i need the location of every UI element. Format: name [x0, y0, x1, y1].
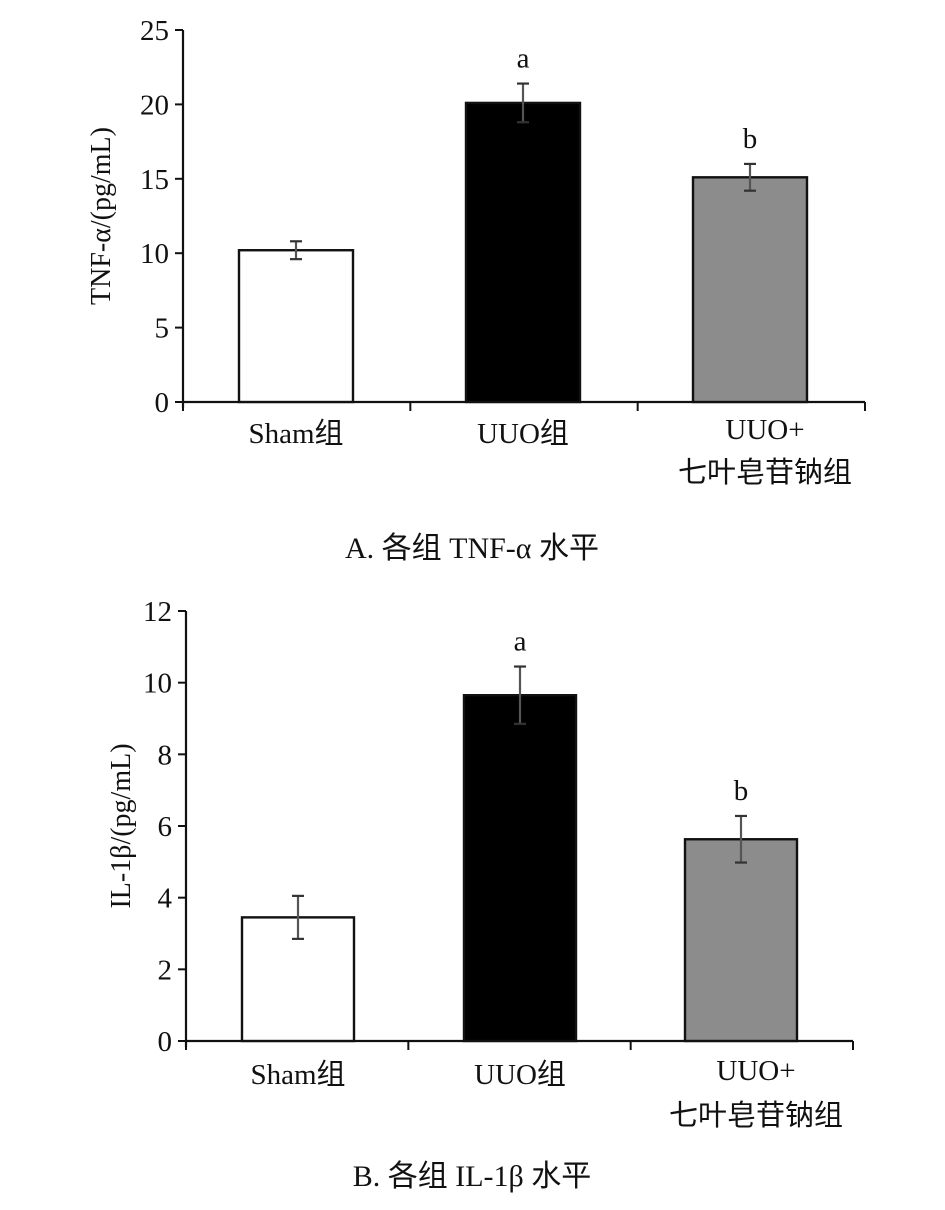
chart-b-y-tick-label: 10: [143, 668, 172, 700]
chart-b-category-label: UUO+: [716, 1055, 795, 1087]
chart-a-y-tick-label: 10: [140, 238, 169, 270]
chart-b-bar: [462, 694, 578, 1043]
chart-b-y-tick-label: 8: [158, 739, 173, 771]
chart-a-svg: 0 5 10 15 20 25 TNF-α/(pg/mL) Sham组 a UUO组 b UUO+ 七叶…: [86, 15, 866, 565]
chart-b-caption: B. 各组 IL-1β 水平: [353, 1160, 592, 1193]
chart-a-category-label: 七叶皂苷钠组: [678, 456, 852, 489]
chart-a-y-tick-label: 0: [155, 387, 170, 419]
chart-a-significance-label: a: [517, 43, 530, 75]
chart-b-svg: 0 2 4 6 8 10 12 IL-1β/(pg/mL) Sham组 a UUO组 b UUO+ 七叶皂…: [106, 596, 854, 1193]
chart-a-y-axis-title: TNF-α/(pg/mL): [86, 127, 117, 305]
chart-a-y-tick-label: 15: [140, 164, 169, 196]
chart-a-caption: A. 各组 TNF-α 水平: [345, 532, 599, 565]
chart-a-category-label: Sham组: [248, 417, 343, 450]
chart-b-y-tick-label: 12: [143, 596, 172, 628]
chart-a-y-tick-label: 25: [140, 15, 169, 47]
chart-a-y-tick-label: 20: [140, 89, 169, 121]
chart-b-y-axis-title: IL-1β/(pg/mL): [106, 743, 137, 908]
chart-b-y-tick-label: 6: [158, 811, 173, 843]
chart-b-y-tick-label: 4: [158, 883, 173, 915]
chart-b-significance-label: a: [514, 626, 527, 658]
chart-b-category-label: 七叶皂苷钠组: [669, 1099, 843, 1132]
chart-panel-a: 0 5 10 15 20 25 TNF-α/(pg/mL) Sham组 a UUO组 b UUO+ 七叶…: [0, 0, 945, 590]
chart-a-category-label: UUO+: [725, 414, 804, 446]
chart-b-category-label: Sham组: [250, 1058, 345, 1091]
chart-b-significance-label: b: [734, 775, 749, 807]
chart-panel-b: 0 2 4 6 8 10 12 IL-1β/(pg/mL) Sham组 a UUO组 b UUO+ 七叶皂…: [0, 590, 945, 1210]
chart-a-bar: [237, 249, 355, 404]
chart-a-significance-label: b: [743, 123, 758, 155]
chart-b-category-label: UUO组: [474, 1058, 566, 1091]
chart-a-category-label: UUO组: [477, 417, 569, 450]
chart-b-bar: [683, 838, 799, 1043]
chart-b-y-tick-label: 0: [158, 1026, 173, 1058]
chart-a-bar: [464, 101, 582, 404]
chart-a-bar: [691, 176, 809, 404]
chart-b-y-tick-label: 2: [158, 954, 173, 986]
chart-a-y-tick-label: 5: [155, 313, 170, 345]
